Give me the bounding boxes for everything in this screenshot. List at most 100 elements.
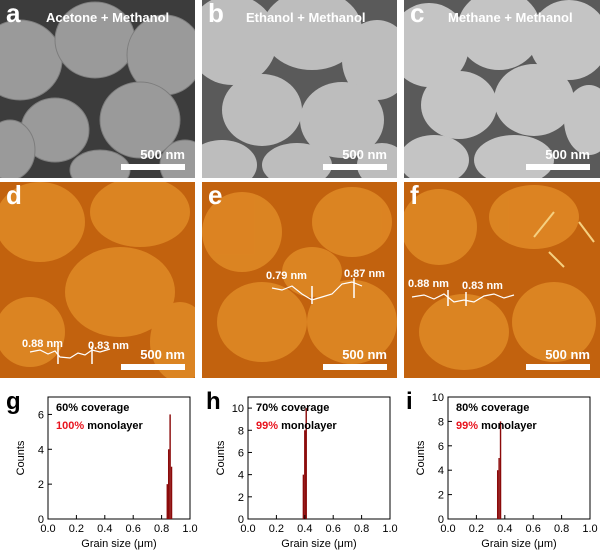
panel-label: h: [206, 388, 221, 415]
afm-image-f: [404, 185, 596, 370]
scale-bar: [323, 364, 387, 370]
scale-label: 500 nm: [545, 147, 590, 162]
height-label: 0.83 nm: [88, 340, 129, 352]
histogram-bar: [169, 414, 171, 519]
x-tick-label: 0.4: [97, 523, 112, 535]
x-tick-label: 0.8: [554, 523, 569, 535]
x-axis-label: Grain size (μm): [281, 538, 356, 550]
sem-panel-c: c Methane + Methanol 500 nm: [404, 0, 600, 178]
afm-panel-d: d 0.88 nm 0.83 nm 500 nm: [0, 182, 195, 378]
panel-label: e: [208, 182, 223, 210]
histogram-bar: [496, 470, 499, 519]
scale-bar: [526, 164, 590, 170]
y-axis-label: Counts: [15, 440, 27, 475]
y-tick-label: 0: [438, 514, 444, 526]
x-tick-label: 0.8: [154, 523, 169, 535]
x-tick-label: 0.0: [40, 523, 55, 535]
height-label: 0.83 nm: [462, 280, 503, 292]
scale-bar: [121, 364, 185, 370]
scale-bar: [323, 164, 387, 170]
y-tick-label: 2: [438, 490, 444, 502]
height-label: 0.88 nm: [22, 338, 63, 350]
plot-frame: [247, 396, 391, 520]
x-tick-label: 0.2: [469, 523, 484, 535]
x-tick-label: 0.2: [69, 523, 84, 535]
y-tick-label: 8: [438, 416, 444, 428]
sem-image-a: [0, 1, 195, 178]
histogram-i: i 0.0 0.2 0.4 0.6 0.8 1.0 0 2 4 6 8 10 Grain size (μm…: [400, 383, 600, 553]
scale-label: 500 nm: [140, 347, 185, 362]
x-tick-label: 0.2: [269, 523, 284, 535]
histogram-bar: [170, 466, 173, 519]
x-tick-label: 0.4: [297, 523, 312, 535]
height-label: 0.79 nm: [266, 270, 307, 282]
coverage-annotation: 60% coverage: [56, 402, 129, 414]
histogram-g: g 0.0 0.2 0.4 0.6 0.8 1.0 0 2 4 6 Grain size (μm) Co…: [0, 383, 200, 553]
y-tick-label: 6: [438, 441, 444, 453]
sem-image-c: [404, 0, 600, 178]
panel-label: f: [410, 182, 419, 210]
y-tick-label: 8: [238, 425, 244, 437]
y-tick-label: 6: [238, 447, 244, 459]
x-tick-label: 0.0: [440, 523, 455, 535]
scale-label: 500 nm: [140, 147, 185, 162]
afm-panel-e: e 0.79 nm 0.87 nm 500 nm: [202, 182, 397, 378]
histogram-bar: [167, 449, 170, 519]
x-tick-label: 0.4: [497, 523, 512, 535]
histogram-bar: [302, 474, 305, 519]
panel-title: Methane + Methanol: [448, 10, 573, 25]
coverage-annotation: 70% coverage: [256, 402, 329, 414]
x-axis-label: Grain size (μm): [481, 538, 556, 550]
histogram-svg: h 0.0 0.2 0.4 0.6 0.8 1.0 0 2 4 6 8 10 Grain size (μm…: [206, 388, 398, 550]
y-tick-label: 4: [238, 470, 244, 482]
panel-label: c: [410, 0, 425, 28]
scale-bar: [121, 164, 185, 170]
x-tick-label: 0.6: [526, 523, 541, 535]
scale-bar: [526, 364, 590, 370]
y-tick-label: 2: [238, 492, 244, 504]
y-tick-label: 2: [38, 479, 44, 491]
panel-label: b: [208, 0, 224, 28]
plot-frame: [447, 396, 591, 520]
histogram-svg: i 0.0 0.2 0.4 0.6 0.8 1.0 0 2 4 6 8 10 Grain size (μm…: [406, 388, 598, 550]
x-tick-label: 1.0: [182, 523, 197, 535]
scale-label: 500 nm: [342, 147, 387, 162]
y-tick-label: 4: [438, 465, 444, 477]
x-tick-label: 0.0: [240, 523, 255, 535]
x-tick-label: 0.6: [326, 523, 341, 535]
height-label: 0.88 nm: [408, 278, 449, 290]
x-tick-label: 1.0: [382, 523, 397, 535]
plot-frame: [47, 396, 191, 520]
histogram-bar: [166, 484, 168, 519]
panel-label: g: [6, 388, 21, 415]
histogram-bar: [499, 421, 502, 519]
y-axis-label: Counts: [415, 440, 427, 475]
histogram-h: h 0.0 0.2 0.4 0.6 0.8 1.0 0 2 4 6 8 10 Grain size (μm…: [200, 383, 400, 553]
afm-panel-f: f 0.88 nm 0.83 nm 500 nm: [404, 182, 600, 378]
sem-panel-b: b Ethanol + Methanol 500 nm: [202, 0, 397, 178]
panel-label: i: [406, 388, 413, 415]
y-tick-label: 10: [232, 403, 244, 415]
x-tick-label: 1.0: [582, 523, 597, 535]
sem-image-b: [202, 0, 397, 178]
afm-image-e: [202, 187, 397, 364]
x-tick-label: 0.8: [354, 523, 369, 535]
panel-label: a: [6, 0, 21, 28]
histogram-bar: [305, 408, 307, 519]
scale-label: 500 nm: [342, 347, 387, 362]
histogram-svg: g 0.0 0.2 0.4 0.6 0.8 1.0 0 2 4 6 Grain size (μm) Co…: [6, 388, 198, 550]
histogram-bar: [498, 458, 500, 519]
y-axis-label: Counts: [215, 440, 227, 475]
monolayer-annotation: 99% monolayer: [456, 420, 537, 432]
y-tick-label: 10: [432, 392, 444, 404]
height-label: 0.87 nm: [344, 268, 385, 280]
y-tick-label: 0: [238, 514, 244, 526]
x-axis-label: Grain size (μm): [81, 538, 156, 550]
panel-label: d: [6, 182, 22, 210]
y-tick-label: 4: [38, 444, 44, 456]
histogram-bar: [304, 430, 306, 519]
scale-label: 500 nm: [545, 347, 590, 362]
monolayer-annotation: 99% monolayer: [256, 420, 337, 432]
sem-panel-a: a Acetone + Methanol 500 nm: [0, 0, 195, 178]
panel-title: Ethanol + Methanol: [246, 10, 366, 25]
